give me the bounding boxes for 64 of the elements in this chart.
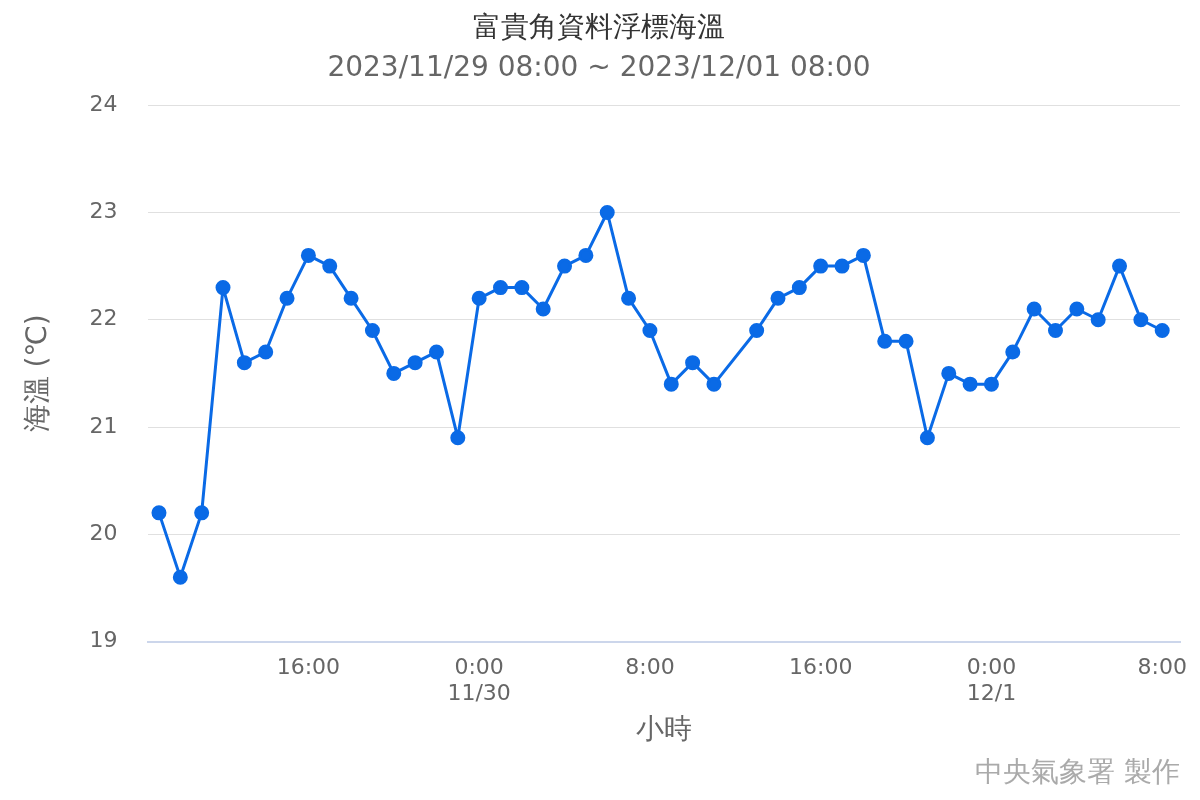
x-tick-label: 0:00 12/1 [966,653,1017,705]
point [834,258,850,274]
point [514,280,530,296]
point [300,247,316,263]
point [983,376,999,392]
point [258,344,274,360]
point [1112,258,1128,274]
point [279,290,295,306]
y-tick-label: 22 [89,305,118,331]
x-tick-label: 16:00 [788,653,853,679]
point [663,376,679,392]
point [557,258,573,274]
x-tick-label: 8:00 [1137,653,1187,679]
point [535,301,551,317]
point [706,376,722,392]
point [855,247,871,263]
point [343,290,359,306]
point [749,322,765,338]
point [642,322,658,338]
point [493,280,509,296]
point [621,290,637,306]
point [919,430,935,446]
point [1005,344,1021,360]
point [1069,301,1085,317]
point [236,355,252,371]
point [428,344,444,360]
y-tick-label: 23 [89,198,118,224]
x-axis-title: 小時 [635,712,692,746]
point [1047,322,1063,338]
x-tick-label: 8:00 [625,653,675,679]
y-tick-label: 21 [89,412,118,438]
point [471,290,487,306]
y-tick-label: 20 [89,520,118,546]
x-tick-label: 0:00 11/30 [447,653,511,705]
point [386,365,402,381]
point [172,569,188,585]
point [1090,312,1106,328]
point [599,204,615,220]
point [685,355,701,371]
point [578,247,594,263]
x-tick-label: 16:00 [276,653,341,679]
point [770,290,786,306]
point [407,355,423,371]
text: 中央氣象署 製作 [975,755,1180,789]
point [151,505,167,521]
point [1026,301,1042,317]
point [791,280,807,296]
y-tick-label: 24 [89,90,118,116]
chart-title: 富貴角資料浮標海溫 [473,10,725,44]
point [1133,312,1149,328]
point [941,365,957,381]
point [364,322,380,338]
point [450,430,466,446]
point [194,505,210,521]
point [813,258,829,274]
point [877,333,893,349]
y-axis-title: 海溫 (℃) [20,314,54,433]
chart-subtitle: 2023/11/29 08:00 ~ 2023/12/01 08:00 [327,49,871,83]
point [1154,322,1170,338]
y-tick-label: 19 [89,627,118,653]
point [215,280,231,296]
point [962,376,978,392]
point [322,258,338,274]
point [898,333,914,349]
